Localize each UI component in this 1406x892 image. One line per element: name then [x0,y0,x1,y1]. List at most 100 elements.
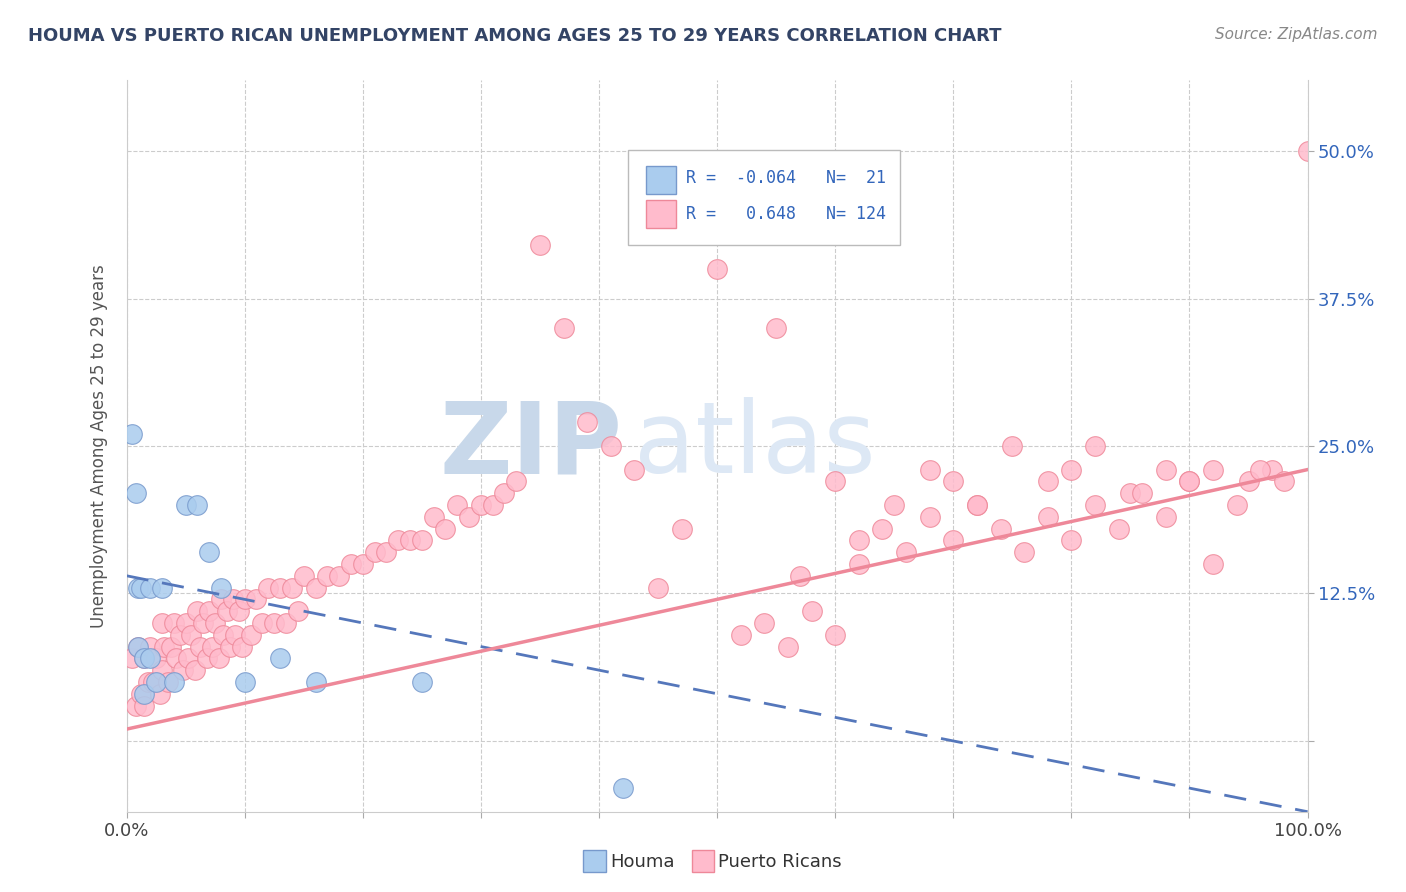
Point [470,498,492,512]
Y-axis label: Unemployment Among Ages 25 to 29 years: Unemployment Among Ages 25 to 29 years [90,264,108,628]
Point [127,640,149,654]
Point [1178,475,1201,489]
Text: R =   0.648   N= 124: R = 0.648 N= 124 [686,205,886,223]
Point [134,687,156,701]
Point [263,615,285,630]
Point [169,628,191,642]
Point [252,615,274,630]
Point [139,651,162,665]
Point [316,568,339,582]
Point [150,663,173,677]
Point [576,416,599,430]
Point [1178,475,1201,489]
Point [1226,498,1249,512]
Point [239,628,262,642]
Point [153,640,176,654]
Point [269,581,291,595]
Point [141,675,163,690]
Point [163,615,186,630]
Point [174,498,197,512]
Point [612,781,634,796]
Point [363,545,385,559]
Point [352,557,374,571]
Point [399,533,422,548]
Point [125,486,148,500]
Point [200,640,222,654]
Point [163,675,186,690]
Point [287,604,309,618]
Point [824,628,846,642]
Point [231,640,253,654]
Point [966,498,988,512]
Point [730,628,752,642]
Point [198,604,221,618]
Point [304,581,326,595]
Point [494,486,516,500]
Point [172,663,194,677]
Point [160,640,183,654]
Point [848,533,870,548]
Point [1154,462,1177,476]
Point [134,651,156,665]
FancyBboxPatch shape [647,166,676,194]
Point [1154,509,1177,524]
Point [505,475,527,489]
Point [599,439,621,453]
Point [1012,545,1035,559]
Point [824,475,846,489]
Point [139,581,162,595]
Point [872,522,894,536]
Point [1261,462,1284,476]
Point [1202,557,1225,571]
Point [165,651,187,665]
Text: HOUMA VS PUERTO RICAN UNEMPLOYMENT AMONG AGES 25 TO 29 YEARS CORRELATION CHART: HOUMA VS PUERTO RICAN UNEMPLOYMENT AMONG… [28,27,1001,45]
Text: ZIP: ZIP [440,398,623,494]
Point [233,675,256,690]
Point [990,522,1012,536]
Point [129,581,152,595]
Text: atlas: atlas [634,398,876,494]
Point [848,557,870,571]
Point [776,640,799,654]
Text: Source: ZipAtlas.com: Source: ZipAtlas.com [1215,27,1378,42]
Point [208,651,231,665]
Point [245,592,267,607]
Point [1130,486,1153,500]
Point [257,581,280,595]
Point [304,675,326,690]
Point [150,615,173,630]
Point [129,687,152,701]
Point [195,651,218,665]
Text: Houma: Houma [610,853,675,871]
Point [942,475,965,489]
Point [458,509,481,524]
Point [1249,462,1271,476]
Point [215,604,238,618]
Point [411,533,433,548]
Point [125,698,148,713]
Point [765,321,787,335]
Point [481,498,503,512]
Point [942,533,965,548]
Point [269,651,291,665]
Point [188,640,211,654]
Point [1296,144,1319,158]
Point [149,687,172,701]
Point [121,651,143,665]
Point [121,427,143,442]
Point [789,568,811,582]
FancyBboxPatch shape [628,150,900,244]
Point [553,321,575,335]
Point [894,545,917,559]
Point [209,592,232,607]
Point [328,568,350,582]
Point [754,615,776,630]
Point [281,581,304,595]
Point [274,615,297,630]
Point [918,462,941,476]
Point [623,462,645,476]
Point [529,238,551,252]
Point [446,498,468,512]
Point [186,498,208,512]
Point [1272,475,1295,489]
